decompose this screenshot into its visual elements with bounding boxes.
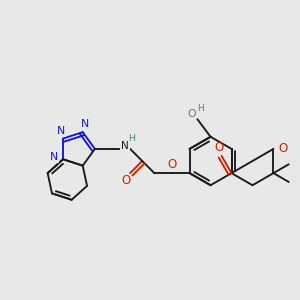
Text: O: O bbox=[188, 109, 196, 119]
Text: O: O bbox=[121, 174, 130, 187]
Text: H: H bbox=[197, 104, 204, 113]
Text: O: O bbox=[167, 158, 177, 171]
Text: O: O bbox=[279, 142, 288, 155]
Text: N: N bbox=[50, 152, 58, 162]
Text: N: N bbox=[57, 126, 65, 136]
Text: H: H bbox=[128, 134, 135, 143]
Text: N: N bbox=[81, 119, 89, 129]
Text: N: N bbox=[121, 141, 128, 151]
Text: O: O bbox=[215, 141, 224, 154]
